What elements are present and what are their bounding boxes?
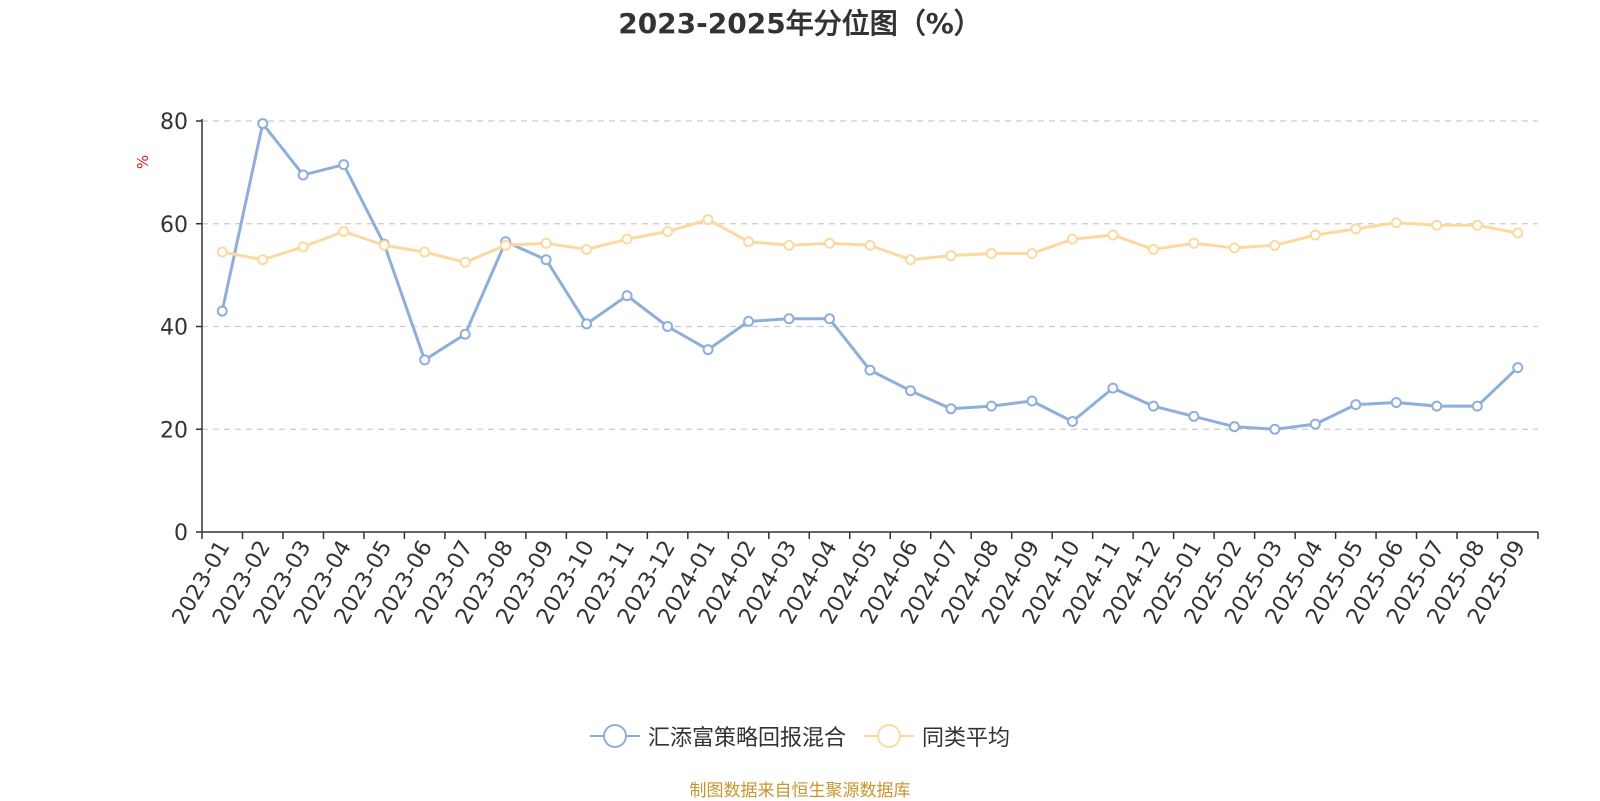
data-point[interactable] bbox=[257, 118, 269, 130]
legend: 汇添富策略回报混合 同类平均 bbox=[0, 720, 1600, 752]
data-point[interactable] bbox=[1390, 397, 1402, 409]
data-point[interactable] bbox=[419, 354, 431, 366]
grid-lines bbox=[202, 120, 1538, 430]
data-point[interactable] bbox=[459, 256, 471, 268]
y-tick-label: 60 bbox=[160, 213, 188, 238]
data-point[interactable] bbox=[1512, 362, 1524, 374]
data-point[interactable] bbox=[904, 254, 916, 266]
data-point[interactable] bbox=[783, 313, 795, 325]
data-point[interactable] bbox=[1269, 239, 1281, 251]
data-point[interactable] bbox=[985, 400, 997, 412]
data-point[interactable] bbox=[702, 344, 714, 356]
data-point[interactable] bbox=[864, 239, 876, 251]
axes: 0204060802023-012023-022023-032023-04202… bbox=[160, 110, 1539, 629]
data-point[interactable] bbox=[1066, 416, 1078, 428]
data-point[interactable] bbox=[1309, 418, 1321, 430]
data-point[interactable] bbox=[743, 315, 755, 327]
data-point[interactable] bbox=[1107, 382, 1119, 394]
y-tick-label: 80 bbox=[160, 110, 188, 135]
data-point[interactable] bbox=[1431, 400, 1443, 412]
legend-item-series-2[interactable]: 同类平均 bbox=[864, 720, 1010, 752]
data-point[interactable] bbox=[500, 239, 512, 251]
legend-swatch-series-1 bbox=[589, 724, 640, 748]
legend-swatch-series-2 bbox=[864, 724, 914, 748]
data-point[interactable] bbox=[1390, 217, 1402, 229]
data-point[interactable] bbox=[1309, 229, 1321, 241]
data-point[interactable] bbox=[1350, 399, 1362, 411]
y-tick-label: 20 bbox=[160, 418, 188, 443]
series bbox=[216, 118, 1524, 435]
series-line-1 bbox=[220, 122, 1519, 431]
data-point[interactable] bbox=[662, 321, 674, 332]
legend-label-series-1: 汇添富策略回报混合 bbox=[647, 726, 846, 751]
data-point[interactable] bbox=[1228, 242, 1240, 254]
y-axis-label: % bbox=[134, 155, 152, 169]
legend-label-series-2: 同类平均 bbox=[922, 726, 1011, 751]
line-chart: 0204060802023-012023-022023-032023-04202… bbox=[134, 110, 1539, 629]
data-point[interactable] bbox=[1269, 423, 1281, 435]
data-point[interactable] bbox=[338, 225, 350, 237]
data-point[interactable] bbox=[824, 313, 836, 325]
data-point[interactable] bbox=[945, 250, 957, 262]
data-point[interactable] bbox=[1188, 237, 1200, 249]
data-point[interactable] bbox=[1350, 223, 1362, 235]
data-point[interactable] bbox=[1147, 243, 1159, 255]
data-point[interactable] bbox=[1512, 227, 1524, 239]
data-point[interactable] bbox=[783, 239, 795, 251]
data-point[interactable] bbox=[621, 233, 633, 245]
data-point[interactable] bbox=[1026, 248, 1038, 260]
data-point[interactable] bbox=[1026, 395, 1038, 407]
data-point[interactable] bbox=[338, 159, 350, 171]
data-point[interactable] bbox=[824, 237, 836, 249]
data-point[interactable] bbox=[419, 246, 431, 258]
data-point[interactable] bbox=[216, 246, 228, 258]
data-point[interactable] bbox=[1471, 219, 1483, 231]
data-point[interactable] bbox=[257, 254, 269, 266]
data-point[interactable] bbox=[702, 214, 714, 226]
data-point[interactable] bbox=[662, 225, 674, 237]
data-point[interactable] bbox=[581, 318, 593, 330]
data-point[interactable] bbox=[985, 248, 997, 260]
data-point[interactable] bbox=[864, 364, 876, 376]
data-point[interactable] bbox=[540, 254, 552, 266]
chart-title: 2023-2025年分位图（%） bbox=[618, 7, 982, 40]
data-point[interactable] bbox=[540, 237, 552, 249]
source-note: 制图数据来自恒生聚源数据库 bbox=[689, 781, 911, 801]
data-point[interactable] bbox=[1431, 219, 1443, 231]
y-tick-label: 0 bbox=[174, 521, 188, 546]
data-point[interactable] bbox=[581, 243, 593, 255]
data-point[interactable] bbox=[216, 305, 228, 317]
data-point[interactable] bbox=[743, 236, 755, 248]
y-tick-label: 40 bbox=[160, 316, 188, 341]
data-point[interactable] bbox=[297, 241, 309, 253]
data-point[interactable] bbox=[1147, 400, 1159, 412]
data-point[interactable] bbox=[904, 385, 916, 397]
data-point[interactable] bbox=[459, 328, 471, 340]
data-point[interactable] bbox=[945, 403, 957, 415]
data-point[interactable] bbox=[1471, 400, 1483, 412]
data-point[interactable] bbox=[297, 169, 309, 181]
data-point[interactable] bbox=[1188, 410, 1200, 422]
data-point[interactable] bbox=[1066, 233, 1078, 245]
legend-item-series-1[interactable]: 汇添富策略回报混合 bbox=[589, 720, 846, 752]
data-point[interactable] bbox=[1228, 421, 1240, 433]
data-point[interactable] bbox=[621, 290, 633, 302]
data-point[interactable] bbox=[1107, 229, 1119, 241]
data-point[interactable] bbox=[378, 239, 390, 251]
